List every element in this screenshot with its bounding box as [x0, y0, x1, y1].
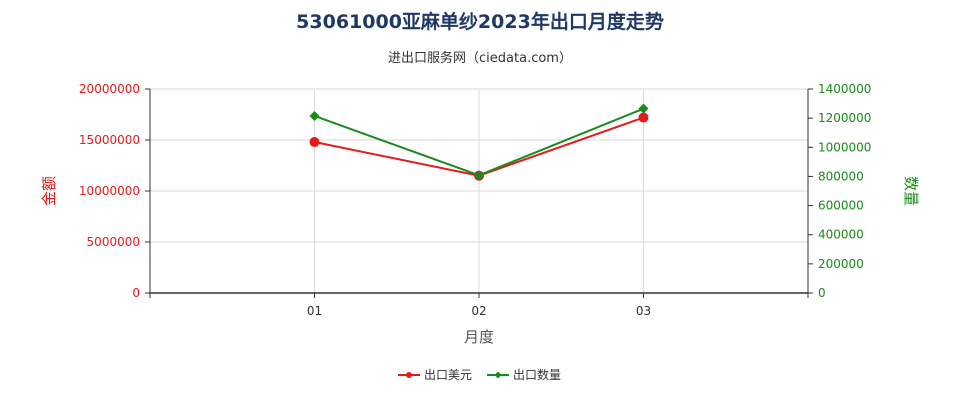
legend-label-2: 出口数量 — [513, 367, 561, 382]
y-left-tick-label: 15000000 — [79, 133, 140, 147]
series-2-point — [309, 110, 320, 121]
chart-subtitle: 进出口服务网（ciedata.com） — [388, 50, 572, 66]
y-right-tick-label: 400000 — [818, 228, 864, 242]
series-1-point — [309, 137, 320, 148]
grid — [150, 88, 808, 293]
x-tick-label: 03 — [636, 304, 651, 318]
series-2-point — [638, 103, 649, 114]
x-axis-title: 月度 — [464, 328, 494, 346]
y-right-tick-label: 1400000 — [818, 82, 871, 96]
y-axis-title-left: 金额 — [40, 176, 58, 206]
y-left-tick-label: 20000000 — [79, 82, 140, 96]
y-left-tick-label: 0 — [132, 286, 140, 300]
y-left-tick-label: 5000000 — [87, 235, 140, 249]
y-right-tick-label: 1000000 — [818, 140, 871, 154]
y-right-tick-label: 0 — [818, 286, 826, 300]
legend-marker-2 — [494, 371, 502, 379]
y-right-tick-label: 1200000 — [818, 111, 871, 125]
x-tick-label: 01 — [307, 304, 322, 318]
legend-marker-1 — [406, 372, 412, 378]
chart-title: 53061000亚麻单纱2023年出口月度走势 — [296, 10, 664, 33]
y-left-tick-label: 10000000 — [79, 184, 140, 198]
series-1-point — [638, 112, 649, 123]
legend-label-1: 出口美元 — [424, 368, 472, 382]
axes — [145, 88, 813, 298]
y-right-tick-label: 200000 — [818, 257, 864, 271]
series-group — [309, 103, 649, 181]
y-right-tick-label: 600000 — [818, 199, 864, 213]
y-axis-title-right: 数量 — [902, 176, 920, 206]
tick-labels: 0 5000000 10000000 15000000 20000000 0 200000 4… — [79, 82, 872, 318]
series-2-point — [474, 170, 484, 181]
y-right-tick-label: 800000 — [818, 169, 864, 183]
x-tick-label: 02 — [471, 304, 486, 318]
legend: 出口美元 出口数量 — [398, 367, 561, 382]
